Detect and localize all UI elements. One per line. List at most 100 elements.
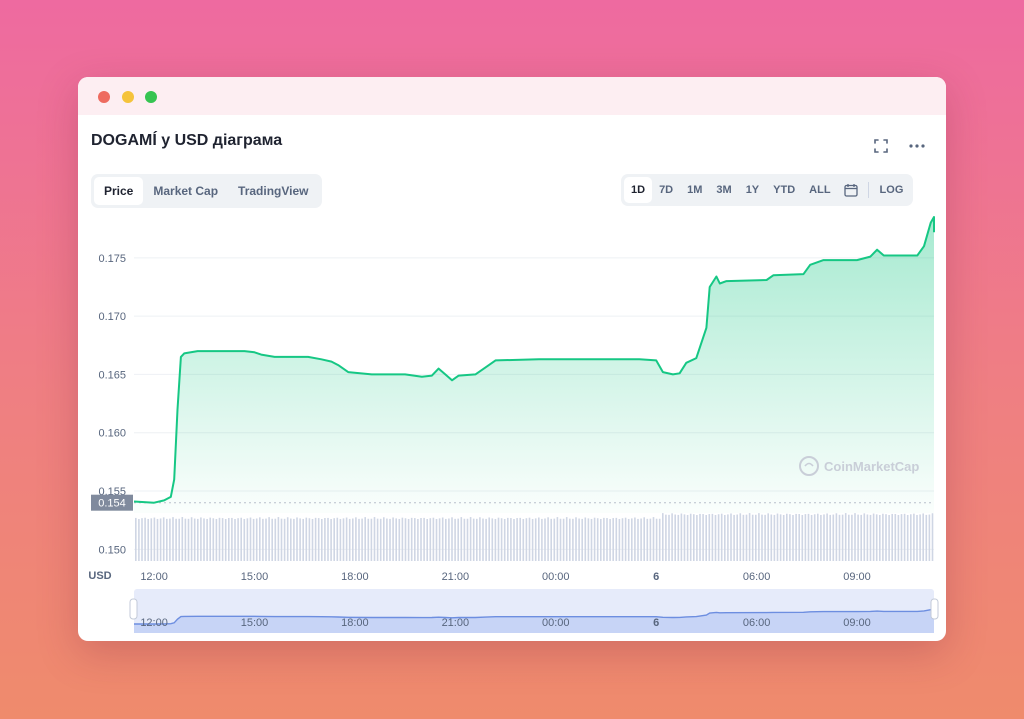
volume-bar xyxy=(259,517,261,561)
calendar-icon[interactable] xyxy=(838,177,864,203)
navigator-x-tick-label: 18:00 xyxy=(341,617,369,629)
volume-bar xyxy=(559,518,562,561)
volume-bar xyxy=(863,513,866,561)
volume-bar xyxy=(268,517,270,561)
log-scale-toggle[interactable]: LOG xyxy=(879,184,904,196)
volume-bar xyxy=(190,517,193,561)
tab-price[interactable]: Price xyxy=(94,177,144,205)
volume-bar xyxy=(606,518,608,561)
volume-bar xyxy=(147,518,149,561)
volume-bar xyxy=(262,518,264,561)
price-area xyxy=(134,217,934,513)
range-1y[interactable]: 1Y xyxy=(745,184,760,196)
volume-bar xyxy=(305,517,308,561)
volume-bar xyxy=(683,514,686,561)
navigator-x-tick-label: 06:00 xyxy=(743,617,771,629)
volume-bar xyxy=(581,518,583,561)
watermark: CoinMarketCap xyxy=(799,456,919,476)
volume-bar xyxy=(550,518,552,561)
volume-bar xyxy=(882,513,884,561)
volume-bar xyxy=(786,513,788,561)
volume-bar xyxy=(336,517,339,561)
volume-bar xyxy=(541,518,543,561)
volume-bar xyxy=(838,514,841,561)
range-3m[interactable]: 3M xyxy=(716,184,732,196)
volume-bar xyxy=(379,518,382,561)
volume-bar xyxy=(900,514,903,561)
volume-bar xyxy=(218,517,221,561)
volume-bar xyxy=(578,518,580,561)
volume-bar xyxy=(587,518,590,561)
volume-bar xyxy=(593,517,596,561)
volume-bar xyxy=(804,514,807,561)
volume-bar xyxy=(445,518,447,561)
volume-bar xyxy=(500,518,503,561)
volume-bar xyxy=(832,514,835,561)
more-icon[interactable] xyxy=(907,137,927,155)
current-price-label: 0.154 xyxy=(98,498,126,510)
x-tick-label: 6 xyxy=(653,571,659,583)
volume-bar xyxy=(510,518,512,561)
volume-bar xyxy=(317,518,320,561)
volume-bar xyxy=(246,518,249,561)
volume-bar xyxy=(813,514,816,561)
volume-bar xyxy=(612,518,614,561)
volume-bar xyxy=(913,513,915,561)
range-ytd[interactable]: YTD xyxy=(773,184,796,196)
volume-bar xyxy=(584,517,587,561)
volume-bar xyxy=(187,518,190,561)
navigator-right-handle[interactable] xyxy=(930,598,939,620)
volume-bar xyxy=(358,518,360,561)
range-all[interactable]: ALL xyxy=(809,184,831,196)
volume-bar xyxy=(432,517,435,561)
volume-bar xyxy=(169,518,171,561)
volume-bar xyxy=(448,518,450,561)
expand-icon[interactable] xyxy=(871,137,891,155)
volume-bar xyxy=(237,518,239,561)
volume-bar xyxy=(603,517,605,561)
volume-bar xyxy=(234,518,236,561)
volume-bar xyxy=(420,518,422,561)
volume-bar xyxy=(621,518,624,561)
volume-bar xyxy=(352,518,354,561)
volume-bar xyxy=(646,518,649,561)
volume-bar xyxy=(652,517,655,561)
volume-bar xyxy=(162,517,165,561)
volume-bar xyxy=(215,518,218,561)
minimize-window-button[interactable] xyxy=(122,91,134,103)
maximize-window-button[interactable] xyxy=(145,91,157,103)
volume-bar xyxy=(460,517,463,561)
range-1m[interactable]: 1M xyxy=(687,184,703,196)
volume-bar xyxy=(879,514,881,561)
volume-bar xyxy=(767,513,769,561)
volume-bar xyxy=(228,518,230,561)
volume-bar xyxy=(596,518,599,561)
volume-bar xyxy=(891,513,893,561)
navigator-left-handle[interactable] xyxy=(129,598,138,620)
volume-bar xyxy=(888,514,890,561)
volume-bar xyxy=(696,514,698,561)
volume-bar xyxy=(203,518,205,561)
volume-bar xyxy=(875,514,878,561)
navigator-line xyxy=(134,608,935,625)
volume-bar xyxy=(869,514,872,561)
chart-type-tabs: Price Market Cap TradingView xyxy=(91,174,322,208)
volume-bar xyxy=(658,518,661,561)
close-window-button[interactable] xyxy=(98,91,110,103)
volume-bar xyxy=(497,517,500,561)
range-7d[interactable]: 7D xyxy=(659,184,674,196)
range-navigator[interactable]: 12:00 15:00 18:00 21:00 00:00 6 06:00 09:00 xyxy=(129,589,939,633)
volume-bar xyxy=(507,517,509,561)
range-1d[interactable]: 1D xyxy=(624,177,653,203)
volume-bar xyxy=(609,519,611,561)
tab-market-cap[interactable]: Market Cap xyxy=(153,184,219,198)
tab-tradingview[interactable]: TradingView xyxy=(238,184,309,198)
volume-bar xyxy=(367,518,370,561)
volume-bar xyxy=(922,513,924,561)
volume-bar xyxy=(792,514,794,561)
volume-bar xyxy=(175,518,177,561)
volume-bar xyxy=(206,518,208,561)
volume-bar xyxy=(600,518,602,561)
volume-bar xyxy=(479,517,481,561)
